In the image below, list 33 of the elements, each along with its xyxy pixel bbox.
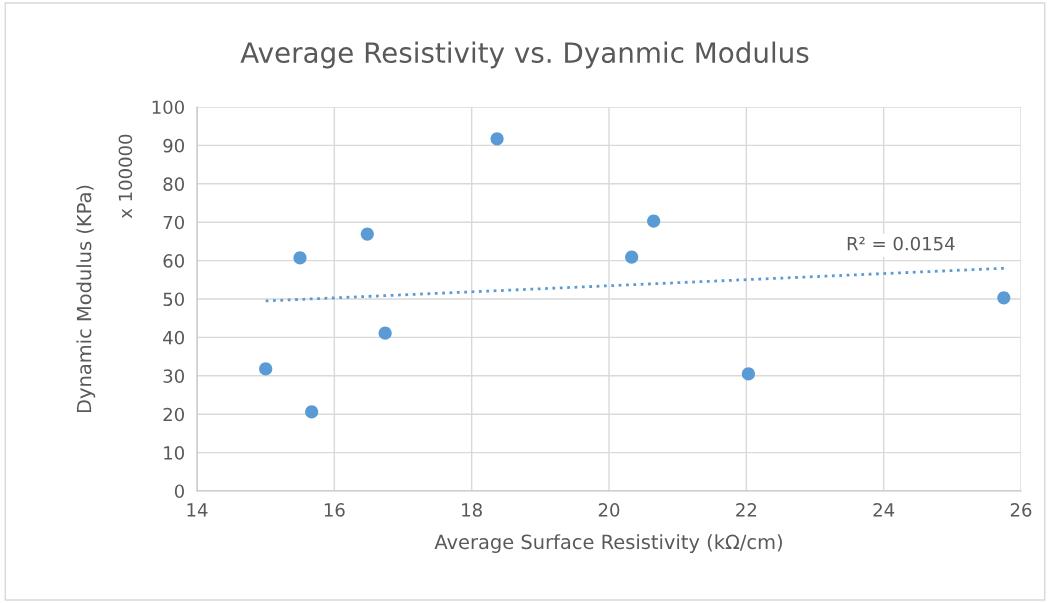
x-tick-label: 18 xyxy=(462,503,482,517)
y-tick-label: 10 xyxy=(164,446,184,460)
chart-title: Average Resistivity vs. Dyanmic Modulus xyxy=(240,41,809,69)
point xyxy=(625,250,639,264)
y-axis-title: Dynamic Modulus (KPa) xyxy=(76,185,96,413)
point xyxy=(360,227,374,241)
y-tick-label: 50 xyxy=(163,292,184,307)
x-tick-label: 20 xyxy=(598,503,620,517)
y-tick-label: 30 xyxy=(163,369,184,383)
y-tick-label: 80 xyxy=(163,177,184,191)
y-tick-label: 70 xyxy=(163,215,184,230)
x-tick-label: 24 xyxy=(873,503,895,517)
point xyxy=(647,214,661,228)
point xyxy=(378,326,392,340)
point xyxy=(741,367,755,381)
text: x 100000 xyxy=(118,134,133,219)
point xyxy=(293,251,307,265)
y-tick-label: 100 xyxy=(152,100,184,115)
y-tick-label: 40 xyxy=(163,330,184,345)
y-tick-label: 90 xyxy=(163,138,184,153)
point xyxy=(490,132,504,146)
annotation: R² = 0.0154 xyxy=(847,236,955,251)
point xyxy=(259,362,273,376)
y-tick-label: 20 xyxy=(163,407,184,422)
x-tick-label: 22 xyxy=(736,503,757,517)
x-tick-label: 14 xyxy=(187,503,208,517)
x-axis-title: Average Surface Resistivity (kΩ/cm) xyxy=(434,534,782,553)
x-tick-label: 16 xyxy=(324,503,345,517)
y-tick-label: 60 xyxy=(163,254,184,268)
point xyxy=(305,405,319,419)
y-tick-label: 0 xyxy=(174,484,184,499)
point xyxy=(997,291,1011,305)
x-tick-label: 26 xyxy=(1010,503,1032,517)
